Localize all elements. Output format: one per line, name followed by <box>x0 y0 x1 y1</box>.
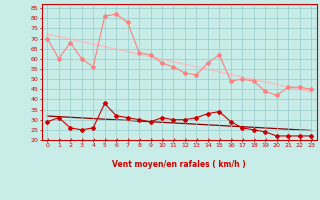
X-axis label: Vent moyen/en rafales ( km/h ): Vent moyen/en rafales ( km/h ) <box>112 160 246 169</box>
